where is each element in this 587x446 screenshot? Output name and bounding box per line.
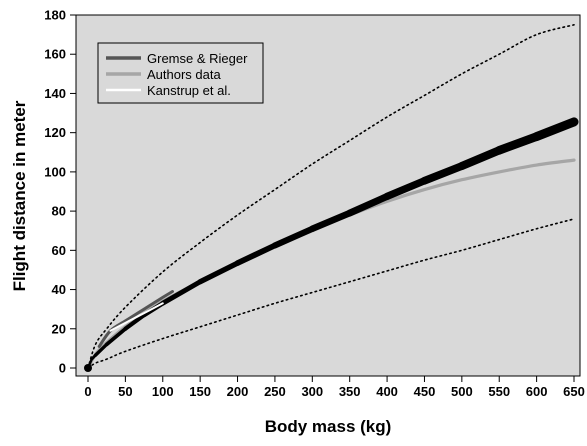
- x-axis-label: Body mass (kg): [265, 417, 392, 436]
- fitted-curve-segment: [93, 342, 109, 357]
- y-axis-label: Flight distance in meter: [10, 100, 29, 291]
- upper-bound-line: [87, 24, 575, 369]
- legend-label-gremse-rieger: Gremse & Rieger: [147, 51, 248, 66]
- y-tick-label: 20: [52, 321, 66, 336]
- fitted-curve-segment: [160, 279, 203, 306]
- x-tick-label: 150: [189, 384, 211, 399]
- x-tick-label: 300: [301, 384, 323, 399]
- y-tick-label: 140: [44, 86, 66, 101]
- x-tick-label: 250: [264, 384, 286, 399]
- fitted-curve-segment: [271, 225, 316, 249]
- y-tick-label: 60: [52, 243, 66, 258]
- x-tick-label: 550: [488, 384, 510, 399]
- fitted-curve-segment: [234, 242, 278, 266]
- series-layer: [84, 24, 579, 372]
- axes-layer: 0 50 100 150 200 250 300 350 400 450 500 550 600 650 0…: [44, 8, 585, 400]
- legend-label-authors-data: Authors data: [147, 67, 221, 82]
- y-tick-label: 160: [44, 47, 66, 62]
- fitted-curve-segment: [494, 132, 541, 155]
- x-tick-label: 500: [451, 384, 473, 399]
- legend: Gremse & Rieger Authors data Kanstrup et…: [97, 42, 264, 104]
- fitted-curve-segment: [457, 146, 504, 171]
- fitted-curve-segment: [383, 177, 429, 201]
- gremse-rieger-line: [97, 290, 174, 348]
- legend-label-kanstrup: Kanstrup et al.: [147, 83, 231, 98]
- y-tick-label: 40: [52, 282, 66, 297]
- x-tick-label: 50: [118, 384, 132, 399]
- fitted-curve-segment: [104, 326, 128, 347]
- y-tick-label: 180: [44, 8, 66, 23]
- x-tick-label: 600: [526, 384, 548, 399]
- fitted-curve-segment: [123, 312, 147, 331]
- x-tick-label: 0: [84, 384, 91, 399]
- fitted-curve-segment: [346, 192, 391, 217]
- y-tick-label: 120: [44, 125, 66, 140]
- y-tick-label: 80: [52, 204, 66, 219]
- y-tick-label: 0: [59, 361, 66, 376]
- x-tick-label: 200: [227, 384, 249, 399]
- y-tick-label: 100: [44, 164, 66, 179]
- x-tick-label: 400: [376, 384, 398, 399]
- fitted-curve-origin: [84, 364, 92, 372]
- kanstrup-line: [109, 302, 164, 332]
- fitted-curve-segment: [420, 162, 466, 185]
- fitted-curve-segment: [197, 260, 241, 285]
- fitted-curve-segment: [532, 117, 579, 142]
- x-tick-label: 350: [339, 384, 361, 399]
- x-tick-label: 650: [563, 384, 585, 399]
- x-tick-label: 450: [414, 384, 436, 399]
- fitted-curve-segment: [309, 209, 353, 233]
- x-tick-label: 100: [152, 384, 174, 399]
- lower-bound-line: [87, 218, 575, 369]
